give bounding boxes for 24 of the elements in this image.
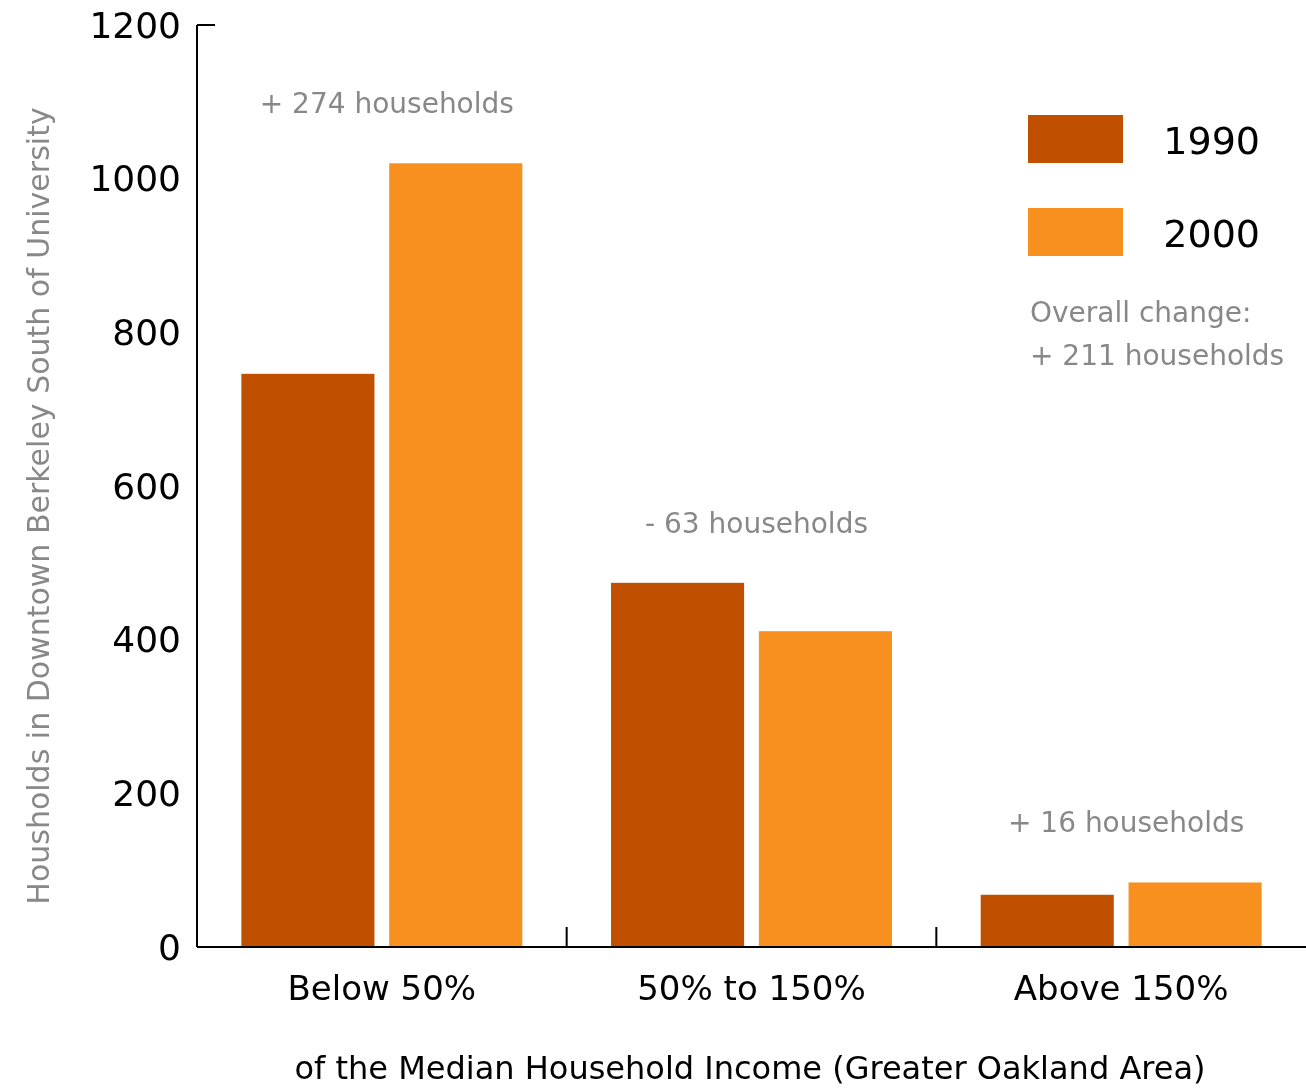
bar — [389, 163, 523, 947]
x-tick-label: Above 150% — [1013, 967, 1229, 1008]
x-tick-label: Below 50% — [287, 967, 477, 1008]
x-axis-title: of the Median Household Income (Greater Oakland Area) — [294, 1049, 1206, 1088]
annotation: + 274 households — [259, 87, 514, 121]
y-axis-title: Housholds in Downtown Berkeley South of University — [20, 107, 56, 905]
annotation: - 63 households — [645, 506, 868, 540]
y-tick-label: 800 — [112, 311, 181, 353]
bar — [758, 631, 892, 947]
y-tick-label: 0 — [158, 926, 181, 968]
y-tick-label: 400 — [112, 619, 181, 661]
x-tick-label: 50% to 150% — [637, 967, 866, 1008]
bar — [611, 582, 745, 947]
bar — [980, 894, 1114, 947]
y-tick-label: 1200 — [89, 4, 181, 46]
legend-label: 1990 — [1163, 119, 1260, 164]
legend-label: 2000 — [1163, 212, 1260, 257]
annotation: Overall change: + 211 households — [1030, 295, 1285, 373]
annotation: + 16 households — [1007, 806, 1245, 840]
y-tick-label: 200 — [112, 772, 181, 814]
bar — [1128, 882, 1262, 947]
bar — [241, 373, 375, 947]
y-tick-label: 600 — [112, 465, 181, 507]
y-tick-label: 1000 — [89, 158, 181, 200]
